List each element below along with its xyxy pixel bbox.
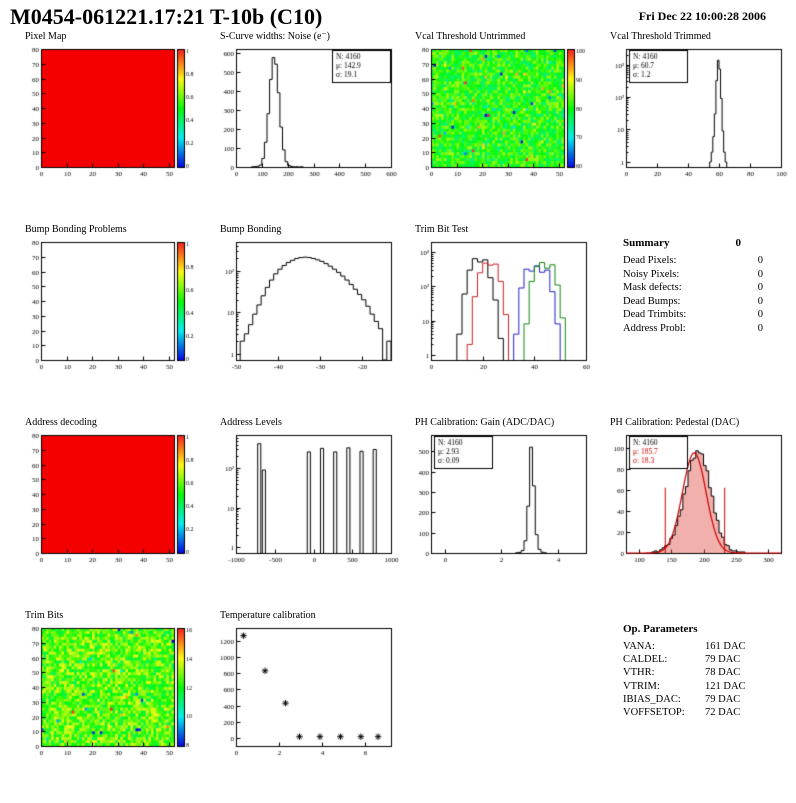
- op-parameters-title: Op. Parameters: [623, 623, 698, 635]
- ph-gain-chart: [404, 430, 594, 568]
- address-decoding-chart: [14, 430, 204, 568]
- cell-trim-bits: Trim Bits: [14, 610, 209, 803]
- report-timestamp: Fri Dec 22 10:00:28 2006: [638, 9, 766, 23]
- op-parameter-label: CALDEL:: [623, 654, 668, 666]
- op-parameter-row: IBIAS_DAC: 79 DAC: [623, 693, 763, 706]
- op-parameter-value: 72 DAC: [705, 707, 741, 719]
- cell-vcal-untrimmed: Vcal Threshold Untrimmed: [404, 31, 599, 224]
- summary-row: Dead Bumps: 0: [623, 295, 763, 309]
- cell-address-decoding: Address decoding: [14, 417, 209, 610]
- summary-row-value: 0: [757, 295, 763, 307]
- report-title: M0454-061221.17:21 T-10b (C10): [10, 4, 323, 29]
- bump-bonding-problems-chart: [14, 237, 204, 375]
- plot-grid: Pixel Map S-Curve widths: Noise (e⁻) Vca…: [14, 31, 796, 803]
- op-parameter-label: VTHR:: [623, 667, 655, 679]
- summary-row-label: Mask defects:: [623, 282, 682, 293]
- plot-title-pixel-map: Pixel Map: [25, 31, 67, 42]
- cell-pixel-map: Pixel Map: [14, 31, 209, 224]
- trim-bit-test-chart: [404, 237, 594, 375]
- cell-temperature-calibration: Temperature calibration: [209, 610, 404, 803]
- op-parameter-label: VOFFSETOP:: [623, 707, 685, 719]
- summary-row-value: 0: [757, 255, 763, 266]
- summary-row-label: Noisy Pixels:: [623, 268, 680, 280]
- cell-ph-pedestal: PH Calibration: Pedestal (DAC): [599, 417, 794, 610]
- op-parameter-value: 121 DAC: [705, 680, 746, 692]
- cell-vcal-trimmed: Vcal Threshold Trimmed: [599, 31, 794, 224]
- report-header: M0454-061221.17:21 T-10b (C10) Fri Dec 2…: [0, 0, 796, 29]
- plot-title-vcal-untrimmed: Vcal Threshold Untrimmed: [415, 31, 526, 42]
- summary-row-label: Dead Pixels:: [623, 255, 677, 266]
- cell-scurve-noise: S-Curve widths: Noise (e⁻): [209, 31, 404, 224]
- summary-row-value: 0: [757, 322, 763, 334]
- summary-row: Dead Trimbits: 0: [623, 308, 763, 322]
- cell-trim-bit-test: Trim Bit Test: [404, 224, 599, 417]
- op-parameter-row: VOFFSETOP: 72 DAC: [623, 706, 763, 719]
- op-parameter-row: VTRIM: 121 DAC: [623, 680, 763, 693]
- summary-row-value: 0: [757, 309, 763, 320]
- plot-title-bump-bonding: Bump Bonding: [220, 224, 282, 235]
- pixel-map-chart: [14, 44, 204, 182]
- plot-title-ph-gain: PH Calibration: Gain (ADC/DAC): [415, 417, 555, 428]
- summary-row: Dead Pixels: 0: [623, 254, 763, 268]
- vcal-trimmed-chart: [599, 44, 789, 182]
- plot-title-vcal-trimmed: Vcal Threshold Trimmed: [610, 31, 711, 42]
- op-parameter-value: 79 DAC: [705, 693, 741, 705]
- op-parameter-row: CALDEL: 79 DAC: [623, 653, 763, 666]
- summary-title: Summary: [623, 237, 670, 249]
- summary-row-label: Dead Bumps:: [623, 295, 681, 307]
- cell-ph-gain: PH Calibration: Gain (ADC/DAC): [404, 417, 599, 610]
- summary-row-label: Address Probl:: [623, 322, 686, 334]
- temperature-calibration-chart: [209, 623, 399, 761]
- op-parameter-value: 78 DAC: [705, 667, 741, 679]
- plot-title-scurve-noise: S-Curve widths: Noise (e⁻): [220, 31, 330, 42]
- op-parameter-row: VTHR: 78 DAC: [623, 666, 763, 679]
- op-parameter-value: 79 DAC: [705, 654, 741, 666]
- ph-pedestal-chart: [599, 430, 789, 568]
- plot-title-trim-bit-test: Trim Bit Test: [415, 224, 469, 235]
- op-parameter-label: IBIAS_DAC:: [623, 693, 681, 705]
- trim-bits-chart: [14, 623, 204, 761]
- op-parameter-label: VANA:: [623, 641, 655, 652]
- scurve-noise-chart: [209, 44, 399, 182]
- summary-header: Summary 0: [623, 237, 741, 249]
- summary-total: 0: [735, 237, 742, 249]
- cell-bump-bonding: Bump Bonding: [209, 224, 404, 417]
- address-levels-chart: [209, 430, 399, 568]
- summary-row-label: Dead Trimbits:: [623, 309, 687, 320]
- bump-bonding-chart: [209, 237, 399, 375]
- op-parameter-row: VANA: 161 DAC: [623, 640, 763, 653]
- summary-row-value: 0: [757, 282, 763, 293]
- op-parameter-label: VTRIM:: [623, 680, 660, 692]
- op-parameters-panel: Op. Parameters VANA: 161 DAC CALDEL: 79 DA…: [599, 610, 794, 803]
- summary-row: Noisy Pixels: 0: [623, 268, 763, 282]
- op-parameter-value: 161 DAC: [705, 641, 746, 652]
- summary-row-value: 0: [757, 268, 763, 280]
- plot-title-temperature-calibration: Temperature calibration: [220, 610, 316, 621]
- plot-title-bump-bonding-problems: Bump Bonding Problems: [25, 224, 127, 235]
- summary-panel: Summary 0 Dead Pixels: 0 Noisy Pixels: 0 M…: [599, 224, 794, 417]
- summary-row: Address Probl: 0: [623, 322, 763, 336]
- cell-address-levels: Address Levels: [209, 417, 404, 610]
- vcal-untrimmed-chart: [404, 44, 594, 182]
- plot-title-trim-bits: Trim Bits: [25, 610, 64, 621]
- empty-cell: [404, 610, 599, 803]
- cell-bump-bonding-problems: Bump Bonding Problems: [14, 224, 209, 417]
- summary-row: Mask defects: 0: [623, 281, 763, 295]
- plot-title-address-decoding: Address decoding: [25, 417, 97, 428]
- plot-title-ph-pedestal: PH Calibration: Pedestal (DAC): [610, 417, 740, 428]
- plot-title-address-levels: Address Levels: [220, 417, 282, 428]
